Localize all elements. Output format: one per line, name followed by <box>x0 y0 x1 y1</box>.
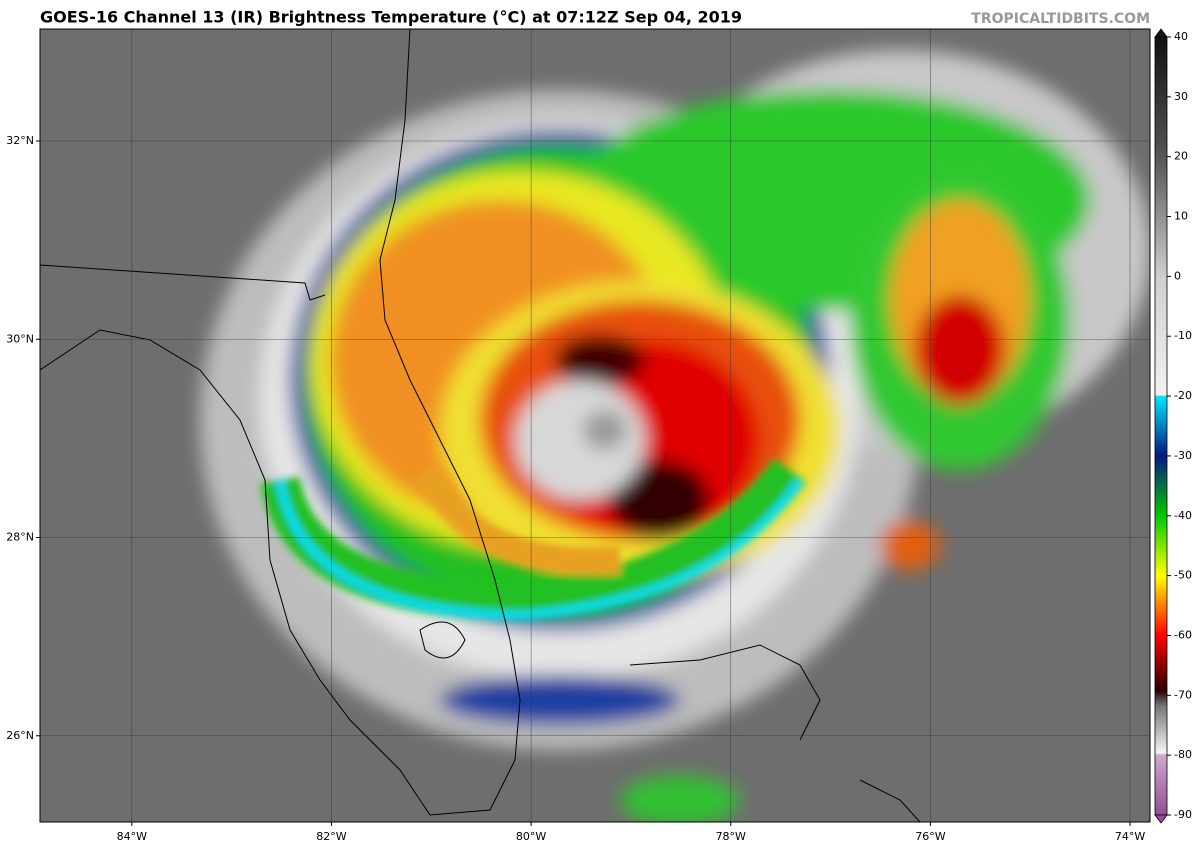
credit: TROPICALTIDBITS.COM <box>971 11 1150 27</box>
colorbar-tick-label: -30 <box>1174 449 1192 462</box>
colorbar-arrow <box>1154 28 1168 38</box>
colorbar-tick-label: -90 <box>1174 808 1192 821</box>
x-tick-label: 80°W <box>516 830 546 843</box>
colorbar <box>1154 36 1168 816</box>
y-tick-label: 30°N <box>6 332 34 345</box>
colorbar-tick-label: 20 <box>1174 150 1188 163</box>
colorbar-tick-label: 0 <box>1174 269 1181 282</box>
colorbar-tick-label: -50 <box>1174 569 1192 582</box>
colorbar-tick-label: -60 <box>1174 628 1192 641</box>
map-frame <box>39 28 1151 823</box>
colorbar-tick-label: -20 <box>1174 389 1192 402</box>
x-tick-label: 74°W <box>1115 830 1145 843</box>
y-tick-label: 26°N <box>6 729 34 742</box>
colorbar-tick-label: -40 <box>1174 509 1192 522</box>
colorbar-tick-label: -10 <box>1174 329 1192 342</box>
x-tick-label: 82°W <box>316 830 346 843</box>
y-tick-label: 32°N <box>6 134 34 147</box>
colorbar-tick-label: 10 <box>1174 210 1188 223</box>
colorbar-tick-label: 30 <box>1174 90 1188 103</box>
colorbar-tick-label: -80 <box>1174 748 1192 761</box>
x-tick-label: 76°W <box>915 830 945 843</box>
colorbar-tick-label: -70 <box>1174 688 1192 701</box>
colorbar-tick-label: 40 <box>1174 30 1188 43</box>
y-tick-label: 28°N <box>6 531 34 544</box>
x-tick-label: 78°W <box>716 830 746 843</box>
x-tick-label: 84°W <box>117 830 147 843</box>
colorbar-arrow <box>1154 814 1168 824</box>
title: GOES-16 Channel 13 (IR) Brightness Tempe… <box>40 8 742 27</box>
satellite-image <box>40 29 1150 822</box>
